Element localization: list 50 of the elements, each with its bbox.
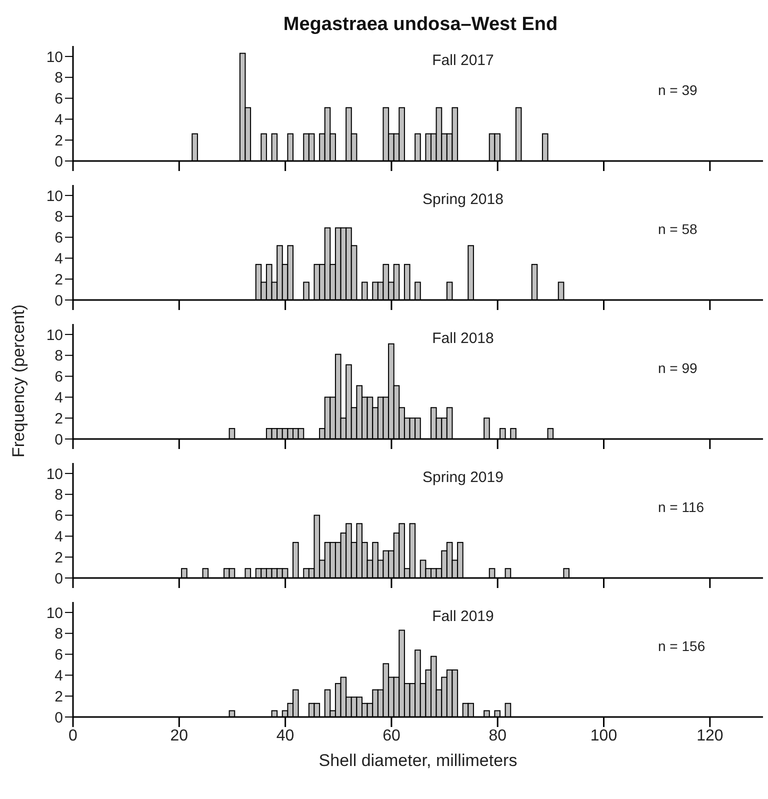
y-tick-label: 2: [54, 549, 63, 566]
annotation: Fall 2019: [431, 608, 495, 625]
x-tick-label: 100: [590, 727, 618, 744]
y-tick-label: 4: [54, 390, 63, 407]
annotation: n = 116: [658, 499, 706, 515]
y-tick-label: 6: [54, 646, 63, 664]
y-tick-label: 6: [54, 90, 63, 108]
y-tick-label: 10: [46, 48, 63, 66]
y-tick-label: 6: [54, 368, 63, 386]
y-tick-label: 6: [54, 230, 63, 247]
y-tick-label: 0: [54, 292, 63, 310]
y-tick-label: 4: [54, 112, 63, 129]
y-tick-label: 0: [54, 709, 63, 726]
y-tick-label: 2: [54, 410, 63, 428]
y-axis-title: Frequency (percent): [8, 303, 29, 460]
annotation: Spring 2019: [422, 469, 504, 486]
x-axis-title: Shell diameter, millimeters: [318, 751, 518, 772]
y-tick-label: 4: [54, 528, 63, 546]
y-tick-label: 8: [54, 486, 63, 504]
y-tick-label: 8: [54, 348, 63, 365]
y-tick-label: 2: [54, 271, 63, 288]
annotation: n = 99: [658, 360, 698, 376]
y-tick-label: 8: [54, 208, 63, 226]
y-tick-label: 0: [54, 431, 63, 448]
annotation: n = 58: [658, 221, 698, 237]
y-tick-label: 2: [54, 132, 63, 150]
y-tick-label: 10: [46, 466, 63, 483]
y-tick-label: 0: [54, 153, 63, 170]
annotation: Fall 2018: [431, 330, 495, 347]
x-tick-label: 20: [170, 727, 188, 744]
annotation: Fall 2017: [431, 52, 495, 69]
y-tick-label: 4: [54, 668, 63, 685]
y-tick-label: 4: [54, 250, 63, 268]
x-tick-label: 120: [696, 727, 724, 744]
y-tick-label: 10: [46, 326, 63, 344]
chart-title: Megastraea undosa–West End: [282, 13, 559, 37]
y-tick-label: 10: [46, 188, 63, 205]
annotation: Spring 2018: [422, 191, 504, 208]
annotation: n = 39: [658, 82, 698, 98]
annotation: n = 156: [658, 638, 706, 654]
y-tick-label: 2: [54, 688, 63, 706]
y-tick-label: 8: [54, 626, 63, 643]
x-tick-label: 40: [276, 727, 294, 744]
y-tick-label: 10: [46, 604, 63, 622]
y-tick-label: 0: [54, 570, 63, 588]
y-tick-label: 6: [54, 508, 63, 525]
x-tick-label: 0: [68, 727, 78, 744]
x-tick-label: 80: [488, 727, 507, 744]
y-tick-label: 8: [54, 70, 63, 87]
x-tick-label: 60: [382, 727, 400, 744]
